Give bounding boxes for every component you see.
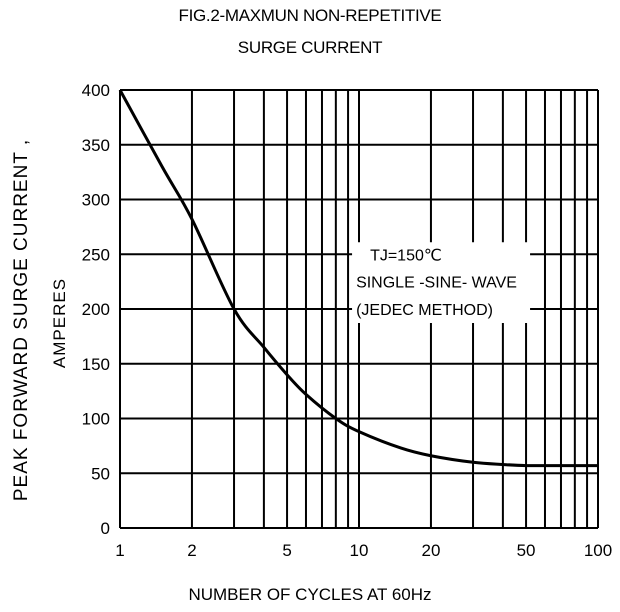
x-tick-label: 10 <box>350 541 369 560</box>
y-tick-label: 0 <box>101 519 110 538</box>
chart-tick-labels: 0 50 100 150 200 250 300 350 400 1 2 5 10 20 50 100 <box>82 81 613 560</box>
y-tick-label: 400 <box>82 81 110 100</box>
surge-current-curve <box>118 89 598 468</box>
annotation-background <box>352 242 531 323</box>
y-tick-label: 50 <box>91 464 110 483</box>
surge-current-chart: TJ=150℃ SINGLE -SINE- WAVE (JEDEC METHOD… <box>82 81 613 560</box>
chart-annotation-box: TJ=150℃ SINGLE -SINE- WAVE (JEDEC METHOD… <box>352 242 531 323</box>
x-tick-label: 2 <box>187 541 196 560</box>
y-tick-label: 350 <box>82 136 110 155</box>
y-tick-label: 150 <box>82 355 110 374</box>
chart-title-line-1: FIG.2-MAXMUN NON-REPETITIVE <box>178 6 442 25</box>
annotation-line-method: (JEDEC METHOD) <box>356 302 493 319</box>
chart-title-line-2: SURGE CURRENT <box>237 38 383 57</box>
chart-curve-group <box>118 89 599 468</box>
x-axis-label: NUMBER OF CYCLES AT 60Hz <box>188 585 432 604</box>
x-tick-label: 100 <box>584 541 612 560</box>
y-tick-label: 300 <box>82 191 110 210</box>
x-tick-label: 50 <box>517 541 536 560</box>
y-tick-label: 200 <box>82 300 110 319</box>
annotation-line-waveform: SINGLE -SINE- WAVE <box>356 275 517 292</box>
x-tick-label: 5 <box>282 541 291 560</box>
y-tick-label: 100 <box>82 410 110 429</box>
y-tick-label: 250 <box>82 245 110 264</box>
x-tick-label: 20 <box>421 541 440 560</box>
x-tick-label: 1 <box>115 541 124 560</box>
annotation-line-tj: TJ=150℃ <box>370 247 442 264</box>
